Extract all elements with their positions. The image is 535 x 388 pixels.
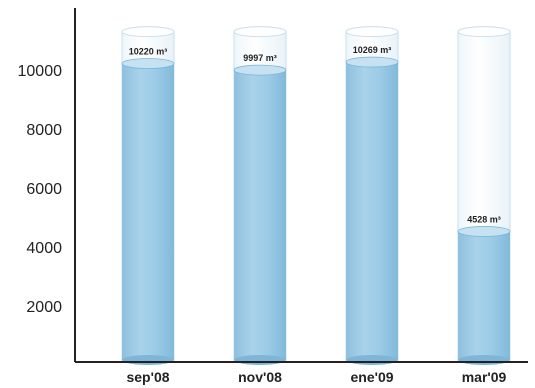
bar-base [234, 355, 286, 365]
tube-rim [121, 26, 175, 38]
x-tick-label: nov'08 [238, 369, 282, 385]
bar-top [345, 56, 399, 68]
data-label: 9997 m³ [243, 53, 277, 63]
bar [346, 62, 398, 360]
y-tick-label: 4000 [26, 240, 62, 257]
y-tick-label: 6000 [26, 181, 62, 198]
y-tick-label: 10000 [18, 63, 63, 80]
bar-base [458, 355, 510, 365]
tube-rim [233, 26, 287, 38]
data-label: 10269 m³ [353, 45, 392, 55]
y-tick-label: 8000 [26, 122, 62, 139]
bar-top [457, 226, 511, 237]
bar [122, 63, 174, 360]
bar [458, 231, 510, 360]
bar-top [233, 64, 287, 76]
bar-top [121, 58, 175, 69]
x-tick-label: sep'08 [126, 369, 169, 385]
bar-base [346, 355, 398, 365]
bar [234, 70, 286, 360]
data-label: 10220 m³ [129, 47, 168, 57]
tube-rim [457, 26, 511, 38]
x-tick-label: ene'09 [350, 369, 393, 385]
bar-base [122, 355, 174, 365]
data-label: 4528 m³ [467, 214, 501, 224]
x-tick-label: mar'09 [462, 369, 507, 385]
tube-rim [345, 26, 399, 38]
y-tick-label: 2000 [26, 299, 62, 316]
